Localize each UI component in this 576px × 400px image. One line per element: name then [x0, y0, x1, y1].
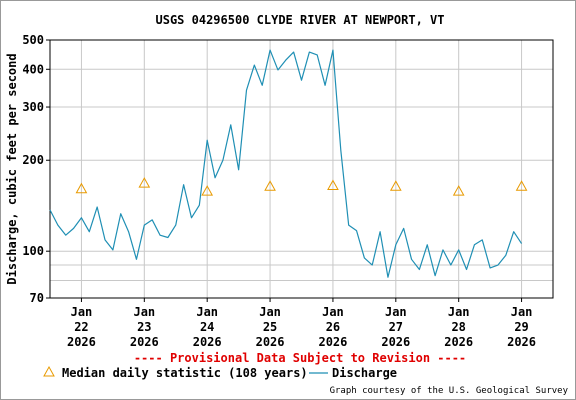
x-tick-label: 2026 [67, 335, 96, 349]
x-tick-label: 22 [74, 320, 88, 334]
x-tick-label: 24 [200, 320, 214, 334]
x-tick-label: Jan [511, 305, 533, 319]
x-tick-label: 2026 [256, 335, 285, 349]
x-tick-label: Jan [448, 305, 470, 319]
x-tick-label: 2026 [318, 335, 347, 349]
median-marker [138, 177, 151, 188]
y-tick-label: 500 [22, 33, 44, 47]
x-tick-label: Jan [133, 305, 155, 319]
median-marker [389, 180, 402, 191]
discharge-line [49, 49, 523, 278]
x-tick-label: Jan [259, 305, 281, 319]
median-marker [327, 179, 339, 190]
chart-title: USGS 04296500 CLYDE RIVER AT NEWPORT, VT [156, 13, 445, 27]
median-marker [264, 180, 276, 191]
median-marker [75, 182, 88, 194]
y-tick-label: 300 [22, 100, 44, 114]
x-tick-label: Jan [196, 305, 218, 319]
x-tick-label: 2026 [444, 335, 473, 349]
x-tick-label: 29 [514, 320, 528, 334]
y-tick-label: 70 [30, 291, 44, 305]
x-tick-label: 28 [451, 320, 465, 334]
legend-symbol [43, 365, 55, 377]
credit: Graph courtesy of the U.S. Geological Su… [330, 386, 569, 396]
legend-label: Median daily statistic (108 years) [62, 366, 308, 380]
x-tick-label: 26 [326, 320, 340, 334]
x-tick-label: 25 [263, 320, 277, 334]
notice: ---- Provisional Data Subject to Revisio… [134, 351, 466, 365]
y-axis-label: Discharge, cubic feet per second [5, 53, 19, 284]
x-tick-label: Jan [322, 305, 344, 319]
x-tick-label: 23 [137, 320, 151, 334]
plot-area [49, 39, 554, 299]
x-tick-label: Jan [385, 305, 407, 319]
y-tick-label: 200 [22, 153, 44, 167]
legend-label: Discharge [332, 366, 397, 380]
x-tick-label: 2026 [193, 335, 222, 349]
median-marker [201, 185, 214, 196]
y-tick-label: 100 [22, 244, 44, 258]
x-tick-label: 2026 [507, 335, 536, 349]
x-tick-label: Jan [71, 305, 93, 319]
median-marker [515, 180, 528, 191]
x-tick-label: 2026 [130, 335, 159, 349]
y-tick-label: 400 [22, 62, 44, 76]
x-tick-label: 27 [389, 320, 403, 334]
x-tick-label: 2026 [381, 335, 410, 349]
median-marker [452, 185, 465, 196]
